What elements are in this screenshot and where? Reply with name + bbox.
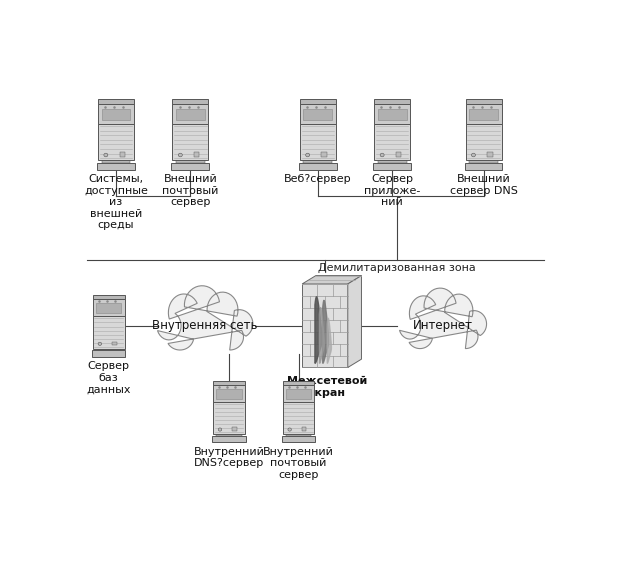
FancyBboxPatch shape xyxy=(302,427,306,431)
FancyBboxPatch shape xyxy=(466,104,502,124)
FancyBboxPatch shape xyxy=(212,436,246,443)
FancyBboxPatch shape xyxy=(232,427,237,431)
Circle shape xyxy=(288,428,291,431)
Text: Внутренняя сеть: Внутренняя сеть xyxy=(152,319,257,332)
FancyBboxPatch shape xyxy=(213,402,245,435)
FancyBboxPatch shape xyxy=(213,380,245,385)
Text: Интернет: Интернет xyxy=(413,319,472,332)
FancyBboxPatch shape xyxy=(92,351,125,357)
Text: Демилитаризованная зона: Демилитаризованная зона xyxy=(317,263,476,274)
FancyBboxPatch shape xyxy=(466,124,502,160)
Text: Внутренний
почтовый
сервер: Внутренний почтовый сервер xyxy=(263,447,334,480)
FancyBboxPatch shape xyxy=(464,163,502,170)
Polygon shape xyxy=(315,297,322,363)
FancyBboxPatch shape xyxy=(374,104,410,124)
Polygon shape xyxy=(399,288,487,348)
Polygon shape xyxy=(327,318,331,363)
Circle shape xyxy=(179,153,182,157)
Text: Сервер
приложе-
ний: Сервер приложе- ний xyxy=(364,174,420,207)
FancyBboxPatch shape xyxy=(299,104,336,124)
Polygon shape xyxy=(322,300,329,363)
FancyBboxPatch shape xyxy=(97,163,135,170)
FancyBboxPatch shape xyxy=(299,163,337,170)
FancyBboxPatch shape xyxy=(283,385,314,402)
FancyBboxPatch shape xyxy=(469,160,498,163)
FancyBboxPatch shape xyxy=(469,109,498,120)
FancyBboxPatch shape xyxy=(102,160,130,163)
FancyBboxPatch shape xyxy=(299,124,336,160)
FancyBboxPatch shape xyxy=(286,435,311,436)
Circle shape xyxy=(104,153,108,157)
FancyBboxPatch shape xyxy=(176,109,205,120)
Polygon shape xyxy=(157,286,253,350)
FancyBboxPatch shape xyxy=(303,160,332,163)
FancyBboxPatch shape xyxy=(96,349,122,351)
FancyBboxPatch shape xyxy=(321,152,327,157)
Circle shape xyxy=(306,153,309,157)
FancyBboxPatch shape xyxy=(98,124,134,160)
FancyBboxPatch shape xyxy=(172,124,208,160)
FancyBboxPatch shape xyxy=(373,163,411,170)
Circle shape xyxy=(471,153,476,157)
FancyBboxPatch shape xyxy=(194,152,200,157)
FancyBboxPatch shape xyxy=(112,341,117,345)
Circle shape xyxy=(98,342,102,345)
FancyBboxPatch shape xyxy=(102,109,130,120)
Polygon shape xyxy=(319,308,324,363)
FancyBboxPatch shape xyxy=(172,104,208,124)
FancyBboxPatch shape xyxy=(176,160,205,163)
Circle shape xyxy=(380,153,384,157)
FancyBboxPatch shape xyxy=(302,284,348,368)
Text: Внешний
почтовый
сервер: Внешний почтовый сервер xyxy=(162,174,219,207)
FancyBboxPatch shape xyxy=(98,99,134,104)
FancyBboxPatch shape xyxy=(213,385,245,402)
FancyBboxPatch shape xyxy=(216,389,242,399)
FancyBboxPatch shape xyxy=(286,389,311,399)
Text: Внутренний
DNS?сервер: Внутренний DNS?сервер xyxy=(193,447,264,468)
FancyBboxPatch shape xyxy=(172,99,208,104)
FancyBboxPatch shape xyxy=(282,436,315,443)
Text: Внешний
сервер DNS: Внешний сервер DNS xyxy=(450,174,518,196)
FancyBboxPatch shape xyxy=(396,152,401,157)
Text: Межсетевой
экран: Межсетевой экран xyxy=(287,376,368,398)
FancyBboxPatch shape xyxy=(93,295,125,299)
FancyBboxPatch shape xyxy=(487,152,492,157)
FancyBboxPatch shape xyxy=(283,402,314,435)
FancyBboxPatch shape xyxy=(93,316,125,349)
Circle shape xyxy=(218,428,222,431)
Text: Сервер
баз
данных: Сервер баз данных xyxy=(86,361,131,395)
Text: Веб?сервер: Веб?сервер xyxy=(284,174,352,184)
FancyBboxPatch shape xyxy=(303,109,332,120)
Text: Системы,
доступные
из
внешней
среды: Системы, доступные из внешней среды xyxy=(84,174,148,231)
FancyBboxPatch shape xyxy=(378,160,407,163)
FancyBboxPatch shape xyxy=(378,109,407,120)
FancyBboxPatch shape xyxy=(172,163,210,170)
FancyBboxPatch shape xyxy=(283,380,314,385)
FancyBboxPatch shape xyxy=(216,435,242,436)
FancyBboxPatch shape xyxy=(466,99,502,104)
FancyBboxPatch shape xyxy=(374,124,410,160)
FancyBboxPatch shape xyxy=(299,99,336,104)
Polygon shape xyxy=(302,276,361,284)
FancyBboxPatch shape xyxy=(98,104,134,124)
FancyBboxPatch shape xyxy=(93,299,125,316)
FancyBboxPatch shape xyxy=(374,99,410,104)
Polygon shape xyxy=(348,276,361,368)
FancyBboxPatch shape xyxy=(96,303,122,313)
FancyBboxPatch shape xyxy=(120,152,125,157)
